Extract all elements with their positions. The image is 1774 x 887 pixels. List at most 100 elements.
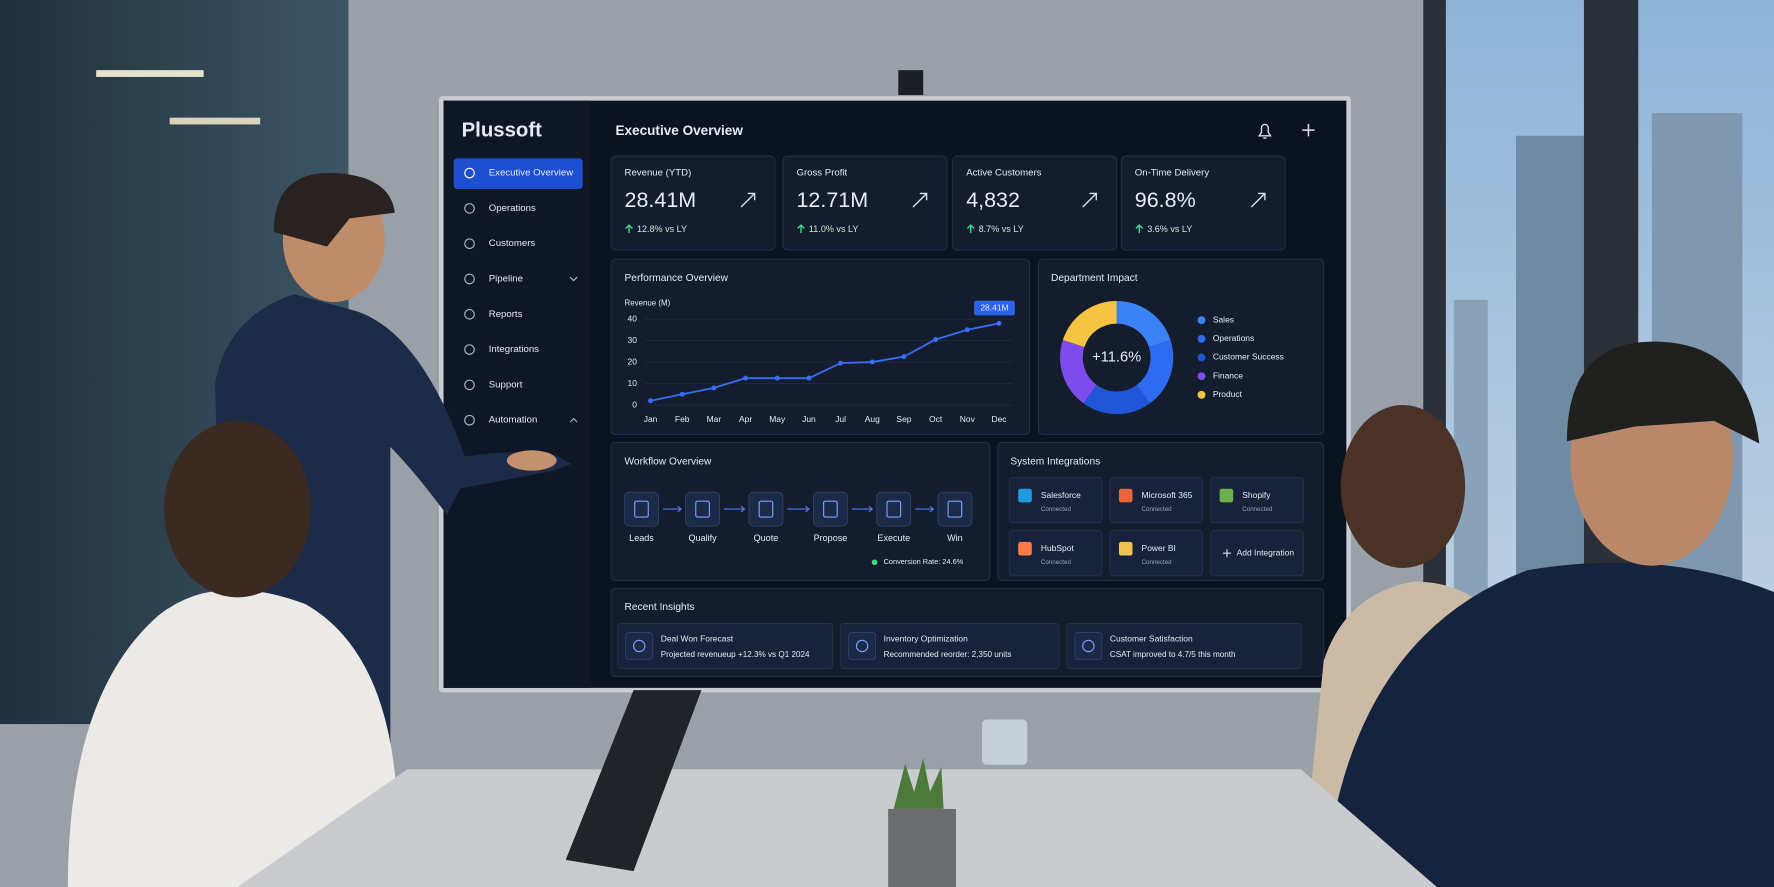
nav-icon — [464, 167, 475, 179]
x-tick-label: Aug — [865, 414, 880, 424]
integration-logo — [1018, 541, 1032, 556]
woman-right-hair — [1340, 405, 1466, 568]
card-title: Department Impact — [1051, 273, 1138, 284]
kpi-change: 3.6% vs LY — [1147, 224, 1192, 234]
card-title: System Integrations — [1010, 456, 1100, 467]
step-glyph — [823, 500, 838, 518]
man-right-body — [1323, 562, 1774, 887]
step-icon — [813, 491, 848, 527]
integration-logo — [1018, 488, 1032, 503]
step-label: Execute — [877, 533, 910, 543]
x-tick-label: Nov — [960, 414, 976, 424]
x-tick-label: Jul — [835, 414, 846, 424]
nav-icon — [464, 414, 475, 426]
step-arrow — [851, 505, 874, 513]
step-arrow — [787, 505, 810, 513]
legend-label: Product — [1213, 389, 1243, 399]
up-arrow — [625, 224, 633, 234]
nav-item[interactable]: Automation — [489, 415, 538, 426]
status-dot — [871, 559, 878, 566]
nav-item[interactable]: Operations — [489, 203, 536, 214]
point — [648, 398, 654, 404]
kpi-value: 4,832 — [966, 188, 1020, 212]
nav-item[interactable]: Customers — [489, 238, 536, 249]
integration-logo — [1118, 541, 1133, 556]
y-tick-label: 30 — [628, 335, 638, 345]
laptop — [565, 690, 702, 872]
x-tick-label: Feb — [675, 414, 690, 424]
glass — [982, 719, 1028, 765]
add-tile[interactable] — [1210, 530, 1304, 577]
insight-tile[interactable] — [617, 623, 834, 669]
ceiling-light — [96, 70, 204, 77]
integration-tile[interactable] — [1008, 530, 1103, 577]
step-icon — [876, 491, 912, 527]
point — [964, 327, 970, 333]
integration-tile[interactable] — [1008, 477, 1103, 524]
legend-dot — [1197, 390, 1206, 399]
nav-item[interactable]: Support — [489, 379, 523, 390]
trend-icon — [1250, 192, 1266, 208]
point — [838, 360, 844, 366]
kpi-value: 28.41M — [625, 188, 697, 212]
integration-tile[interactable] — [1109, 477, 1203, 524]
nav-item[interactable]: Pipeline — [489, 274, 523, 285]
axis-label: Revenue (M) — [625, 298, 671, 307]
point — [933, 336, 939, 342]
insight-text: Projected revenueup +12.3% vs Q1 2024 — [661, 650, 810, 659]
kpi-card — [782, 155, 948, 251]
integration-tile[interactable] — [1210, 477, 1304, 524]
nav-active — [453, 158, 583, 189]
integration-status: Connected — [1242, 506, 1273, 513]
step-icon — [685, 491, 720, 527]
legend-dot — [1197, 372, 1206, 381]
donut-center: +11.6% — [1092, 349, 1141, 365]
card — [610, 258, 1031, 435]
integration-name: Microsoft 365 — [1142, 490, 1193, 500]
dashboard: Executive Overview Operations Customers Pip… — [464, 155, 1325, 678]
kpi-card — [952, 155, 1118, 251]
y-tick-label: 20 — [628, 356, 638, 366]
x-tick-label: Jan — [644, 414, 658, 424]
legend-dot — [1197, 353, 1206, 362]
nav-icon — [464, 273, 475, 285]
step-glyph — [695, 500, 710, 518]
up-arrow — [966, 224, 975, 234]
brand: Plussoft — [462, 120, 543, 142]
insight-text: Recommended reorder: 2,350 units — [884, 650, 1012, 659]
ceiling-light — [169, 117, 261, 125]
x-tick-label: Jun — [802, 414, 816, 424]
point — [774, 375, 780, 381]
step-glyph — [947, 500, 963, 518]
point — [679, 391, 685, 397]
add-integration[interactable]: Add Integration — [1237, 547, 1295, 557]
insight-glyph — [633, 639, 646, 653]
legend-label: Operations — [1213, 333, 1254, 343]
integration-logo — [1118, 488, 1133, 503]
card — [610, 441, 991, 581]
point — [743, 375, 749, 381]
page-title: Executive Overview — [615, 123, 743, 138]
add-icon[interactable] — [1302, 123, 1315, 137]
nav-item[interactable]: Integrations — [489, 344, 539, 355]
bell-icon[interactable] — [1257, 123, 1272, 139]
legend-label: Sales — [1213, 314, 1234, 324]
card-title: Performance Overview — [625, 273, 729, 284]
plus — [1223, 549, 1231, 558]
kpi-change: 11.0% vs LY — [809, 224, 858, 234]
trend-icon — [912, 192, 928, 208]
insight-icon — [625, 632, 654, 660]
nav-item[interactable]: Executive Overview — [489, 168, 573, 179]
insight-tile[interactable] — [840, 623, 1060, 669]
step-glyph — [886, 500, 902, 518]
insight-tile[interactable] — [1066, 623, 1302, 669]
nav-item[interactable]: Reports — [489, 309, 523, 320]
x-tick-label: May — [769, 414, 786, 424]
chevron — [569, 276, 578, 282]
integration-tile[interactable] — [1109, 530, 1203, 577]
revenue-line — [650, 322, 1000, 402]
nav-icon — [464, 379, 475, 391]
point — [711, 385, 717, 391]
y-tick-label: 40 — [628, 313, 638, 323]
donut-segment — [1116, 300, 1171, 348]
